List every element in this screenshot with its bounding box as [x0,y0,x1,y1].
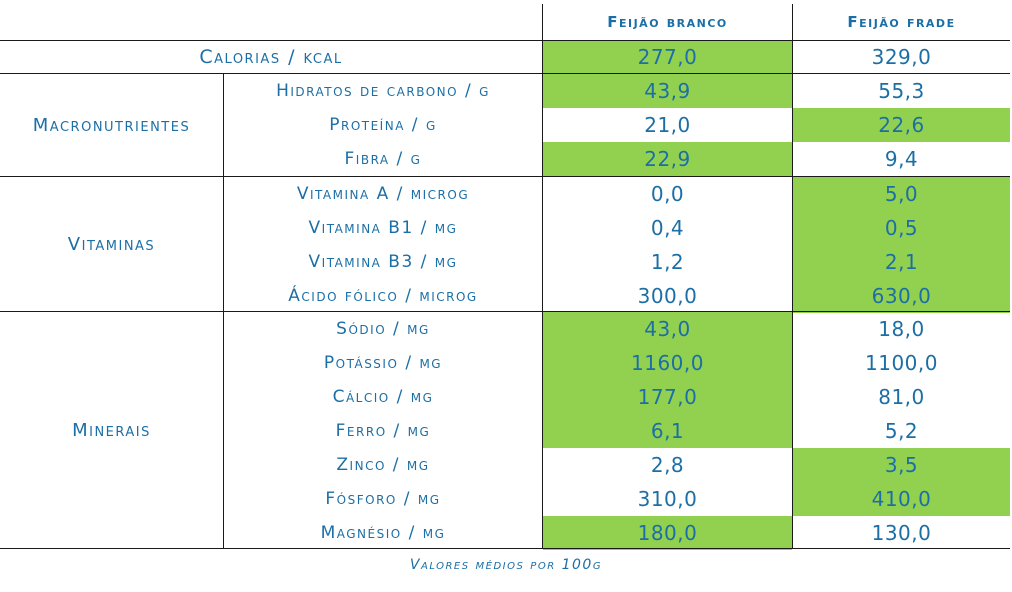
value-feijao-branco: 43,0 [543,312,792,346]
value-feijao-frade: 0,5 [793,211,1010,245]
nutrient-label: Vitamina B1 / mg [308,218,458,238]
column-header-feijao-branco: Feijão branco [607,13,728,31]
nutrient-label: Vitamina B3 / mg [308,252,458,272]
value-feijao-branco: 22,9 [543,142,792,176]
calorias-value-frade: 329,0 [871,45,932,69]
value-feijao-frade: 81,0 [878,385,925,409]
nutrient-label: Potássio / mg [323,353,443,373]
value-feijao-branco: 6,1 [543,414,792,448]
value-feijao-branco: 43,9 [543,74,792,108]
column-header-feijao-frade: Feijão frade [847,13,956,31]
nutrient-label: Hidratos de carbono / g [276,81,490,101]
group-macronutrientes: Macronutrientes [32,114,191,136]
calorias-label: Calorias / kcal [199,46,343,68]
nutrition-table: Feijão branco Feijão frade Calorias / kc… [0,4,1010,550]
group-divider-1 [223,74,224,549]
macronutrientes-bottom-line [0,176,1010,177]
value-feijao-branco: 177,0 [543,380,792,414]
value-feijao-frade: 1100,0 [865,351,938,375]
value-feijao-branco: 180,0 [543,516,792,550]
value-feijao-frade: 18,0 [878,317,925,341]
nutrient-label: Proteína / g [329,115,437,135]
value-feijao-frade: 22,6 [793,108,1010,142]
value-feijao-frade: 9,4 [884,147,919,171]
nutrient-label: Magnésio / mg [320,523,446,543]
value-feijao-frade: 5,2 [884,419,919,443]
value-feijao-branco: 0,4 [650,216,685,240]
value-feijao-frade: 3,5 [793,448,1010,482]
column-divider-1 [542,4,543,549]
value-feijao-branco: 300,0 [637,284,698,308]
nutrient-label: Fibra / g [344,149,422,169]
value-feijao-branco: 0,0 [650,182,685,206]
value-feijao-frade: 55,3 [878,79,925,103]
value-feijao-branco: 1160,0 [543,346,792,380]
footnote: Valores médios por 100g [409,557,603,573]
nutrient-label: Ácido fólico / microg [288,286,478,306]
vitaminas-bottom-line [0,311,1010,312]
value-feijao-frade: 410,0 [793,482,1010,516]
value-feijao-frade: 2,1 [793,245,1010,279]
nutrient-label: Vitamina A / microg [296,184,470,204]
nutrient-label: Fósforo / mg [325,489,441,509]
table-bottom-line [0,548,1010,549]
value-feijao-frade: 130,0 [871,521,932,545]
nutrient-label: Zinco / mg [336,455,430,475]
value-feijao-frade: 630,0 [793,279,1010,313]
nutrient-label: Cálcio / mg [332,387,434,407]
value-feijao-branco: 1,2 [650,250,685,274]
calorias-bottom-line [0,73,1010,74]
calorias-value-branco: 277,0 [543,41,792,73]
column-divider-2 [792,4,793,549]
header-bottom-line [0,40,1010,41]
value-feijao-branco: 21,0 [644,113,691,137]
value-feijao-branco: 310,0 [637,487,698,511]
value-feijao-frade: 5,0 [793,177,1010,211]
nutrient-label: Sódio / mg [336,319,430,339]
value-feijao-branco: 2,8 [650,453,685,477]
nutrient-label: Ferro / mg [335,421,431,441]
group-minerais: Minerais [72,419,151,441]
group-vitaminas: Vitaminas [67,233,156,255]
